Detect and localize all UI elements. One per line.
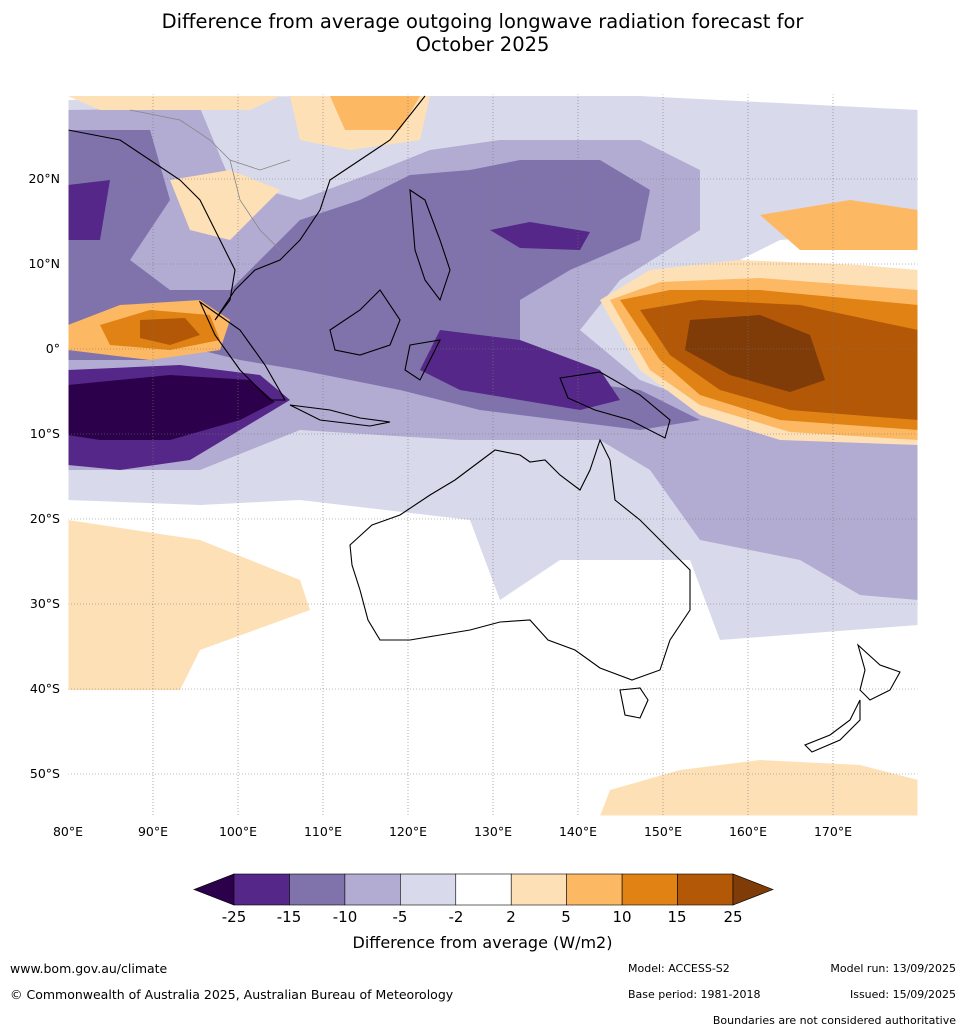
colorbar-tick: 5 bbox=[561, 908, 571, 926]
lat-label: 10°S bbox=[29, 426, 60, 441]
footer-copyright: © Commonwealth of Australia 2025, Austra… bbox=[10, 987, 454, 1002]
lat-label: 0° bbox=[45, 341, 60, 356]
sumatra-coastline bbox=[198, 300, 286, 401]
anomaly-region-darkest-purple bbox=[68, 375, 275, 440]
footer-base-period: Base period: 1981-2018 bbox=[628, 988, 761, 1001]
map-graticule bbox=[68, 94, 918, 816]
coastlines bbox=[68, 95, 901, 753]
colorbar-tick: 15 bbox=[667, 908, 687, 926]
lon-label: 150°E bbox=[643, 824, 682, 839]
lon-label: 80°E bbox=[52, 824, 84, 839]
philippines-coastline bbox=[409, 188, 451, 302]
lon-label: 110°E bbox=[303, 824, 342, 839]
anomaly-region-light-orange-north bbox=[68, 96, 430, 240]
country-boundaries bbox=[129, 109, 291, 251]
anomaly-region-orange-north bbox=[330, 96, 918, 250]
footer-issued: Issued: 15/09/2025 bbox=[849, 988, 956, 1001]
new-zealand-south-coastline bbox=[804, 699, 861, 753]
title-line-1: Difference from average outgoing longwav… bbox=[161, 10, 804, 33]
lat-label: 20°S bbox=[29, 511, 60, 526]
java-coastline bbox=[289, 404, 391, 427]
anomaly-region-light-orange-west bbox=[68, 520, 310, 690]
map-title: Difference from average outgoing longwav… bbox=[0, 10, 965, 56]
footer-model-run: Model run: 13/09/2025 bbox=[830, 962, 956, 975]
lon-label: 170°E bbox=[813, 824, 852, 839]
asia-mainland-coastline bbox=[68, 95, 426, 321]
colorbar-tick: 10 bbox=[612, 908, 632, 926]
footer-url[interactable]: www.bom.gov.au/climate bbox=[10, 961, 168, 976]
new-guinea-coastline bbox=[559, 371, 671, 439]
new-zealand-north-coastline bbox=[856, 643, 901, 701]
colorbar-tick: -10 bbox=[332, 908, 358, 926]
lon-label: 160°E bbox=[728, 824, 767, 839]
lon-label: 90°E bbox=[137, 824, 169, 839]
lat-label: 10°N bbox=[28, 256, 60, 271]
anomaly-region-indian-ocean-core bbox=[140, 318, 200, 345]
colorbar-tick: 25 bbox=[723, 908, 743, 926]
lat-label: 20°N bbox=[28, 171, 60, 186]
footer-model: Model: ACCESS-S2 bbox=[628, 962, 730, 975]
tasmania-coastline bbox=[619, 687, 649, 719]
colorbar-tick: 2 bbox=[506, 908, 516, 926]
colorbar-tick: -2 bbox=[448, 908, 464, 926]
lat-label: 40°S bbox=[29, 681, 60, 696]
lon-label: 120°E bbox=[388, 824, 427, 839]
lat-label: 30°S bbox=[29, 596, 60, 611]
lon-label: 140°E bbox=[558, 824, 597, 839]
colorbar-tick: -5 bbox=[392, 908, 408, 926]
australia-coastline bbox=[349, 438, 691, 681]
title-line-2: October 2025 bbox=[415, 33, 550, 56]
colorbar-tick: -15 bbox=[276, 908, 302, 926]
colorbar-title: Difference from average (W/m2) bbox=[352, 933, 613, 952]
lon-label: 100°E bbox=[218, 824, 257, 839]
colorbar-tick: -25 bbox=[221, 908, 247, 926]
anomaly-region-dark-purple bbox=[68, 130, 700, 430]
lon-label: 130°E bbox=[473, 824, 512, 839]
lat-label: 50°S bbox=[29, 766, 60, 781]
anomaly-region-light-orange-south bbox=[600, 760, 918, 816]
footer-disclaimer: Boundaries are not considered authoritat… bbox=[712, 1014, 956, 1027]
anomaly-region-pacific-extreme bbox=[685, 315, 825, 392]
sulawesi-coastline bbox=[404, 339, 441, 381]
borneo-coastline bbox=[329, 289, 401, 356]
